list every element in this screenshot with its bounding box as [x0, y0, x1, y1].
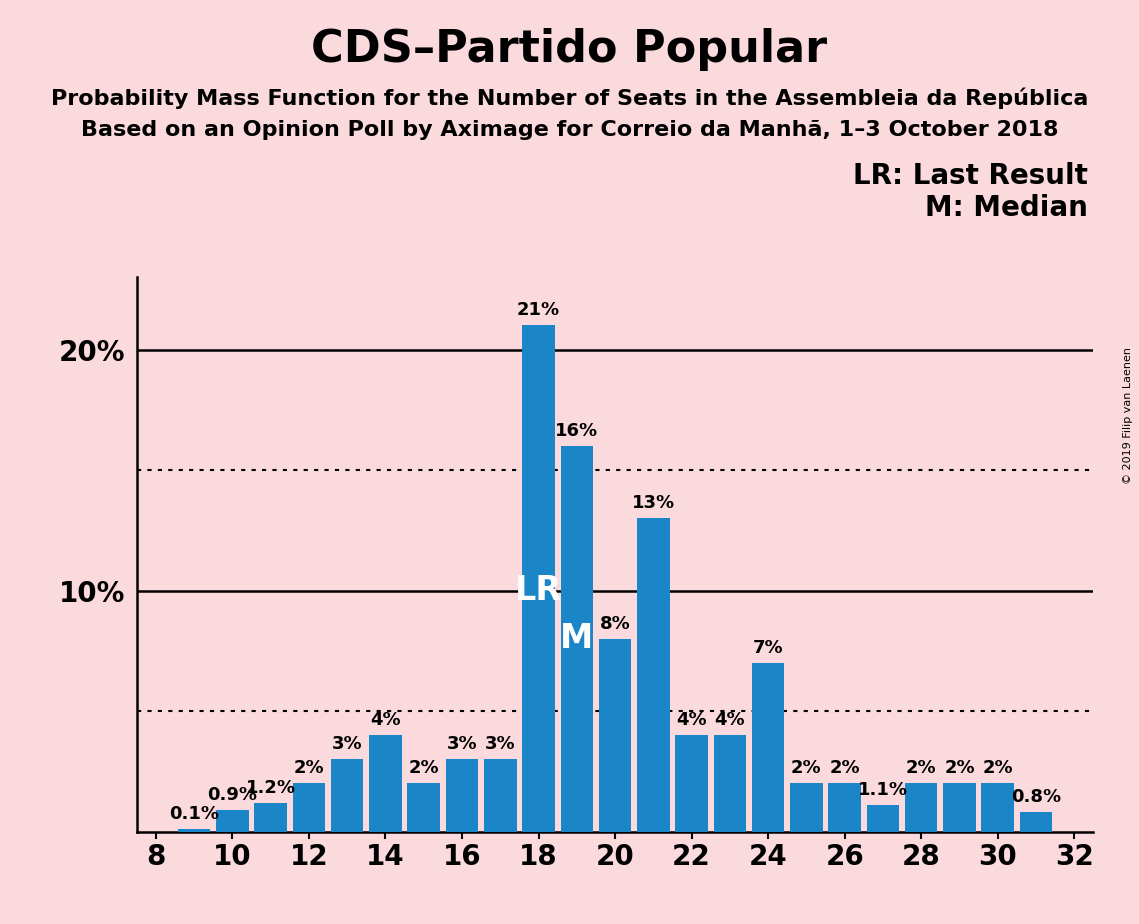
Bar — [254, 803, 287, 832]
Text: 4%: 4% — [714, 711, 745, 729]
Text: 3%: 3% — [446, 736, 477, 753]
Bar — [560, 446, 593, 832]
Text: CDS–Partido Popular: CDS–Partido Popular — [311, 28, 828, 71]
Text: 2%: 2% — [944, 760, 975, 777]
Bar — [943, 784, 976, 832]
Text: 0.1%: 0.1% — [169, 805, 219, 823]
Bar — [216, 810, 248, 832]
Text: 8%: 8% — [600, 614, 630, 633]
Bar — [293, 784, 325, 832]
Text: 16%: 16% — [555, 422, 598, 440]
Text: 2%: 2% — [983, 760, 1013, 777]
Bar — [867, 805, 899, 832]
Text: 3%: 3% — [485, 736, 516, 753]
Bar — [331, 760, 363, 832]
Text: 1.2%: 1.2% — [246, 779, 296, 796]
Text: 0.8%: 0.8% — [1011, 788, 1062, 807]
Bar — [599, 638, 631, 832]
Bar — [178, 829, 211, 832]
Bar — [828, 784, 861, 832]
Text: 2%: 2% — [829, 760, 860, 777]
Text: LR: LR — [515, 574, 562, 607]
Bar — [445, 760, 478, 832]
Bar — [906, 784, 937, 832]
Bar — [523, 325, 555, 832]
Text: © 2019 Filip van Laenen: © 2019 Filip van Laenen — [1123, 347, 1133, 484]
Text: 2%: 2% — [792, 760, 821, 777]
Bar — [675, 736, 707, 832]
Text: Probability Mass Function for the Number of Seats in the Assembleia da República: Probability Mass Function for the Number… — [51, 88, 1088, 109]
Text: 7%: 7% — [753, 638, 784, 657]
Bar — [484, 760, 516, 832]
Text: 4%: 4% — [370, 711, 401, 729]
Text: 2%: 2% — [294, 760, 325, 777]
Bar — [982, 784, 1014, 832]
Bar — [790, 784, 822, 832]
Text: M: Median: M: Median — [925, 194, 1088, 222]
Text: 4%: 4% — [677, 711, 707, 729]
Bar — [637, 518, 670, 832]
Bar — [752, 663, 785, 832]
Text: 21%: 21% — [517, 301, 560, 320]
Text: 0.9%: 0.9% — [207, 786, 257, 804]
Text: Based on an Opinion Poll by Aximage for Correio da Manhã, 1–3 October 2018: Based on an Opinion Poll by Aximage for … — [81, 120, 1058, 140]
Bar — [408, 784, 440, 832]
Text: 2%: 2% — [409, 760, 439, 777]
Text: M: M — [560, 622, 593, 655]
Text: LR: Last Result: LR: Last Result — [853, 162, 1088, 189]
Text: 13%: 13% — [632, 494, 675, 512]
Text: 3%: 3% — [331, 736, 362, 753]
Bar — [1019, 812, 1052, 832]
Bar — [369, 736, 402, 832]
Text: 1.1%: 1.1% — [858, 781, 908, 799]
Bar — [714, 736, 746, 832]
Text: 2%: 2% — [906, 760, 936, 777]
